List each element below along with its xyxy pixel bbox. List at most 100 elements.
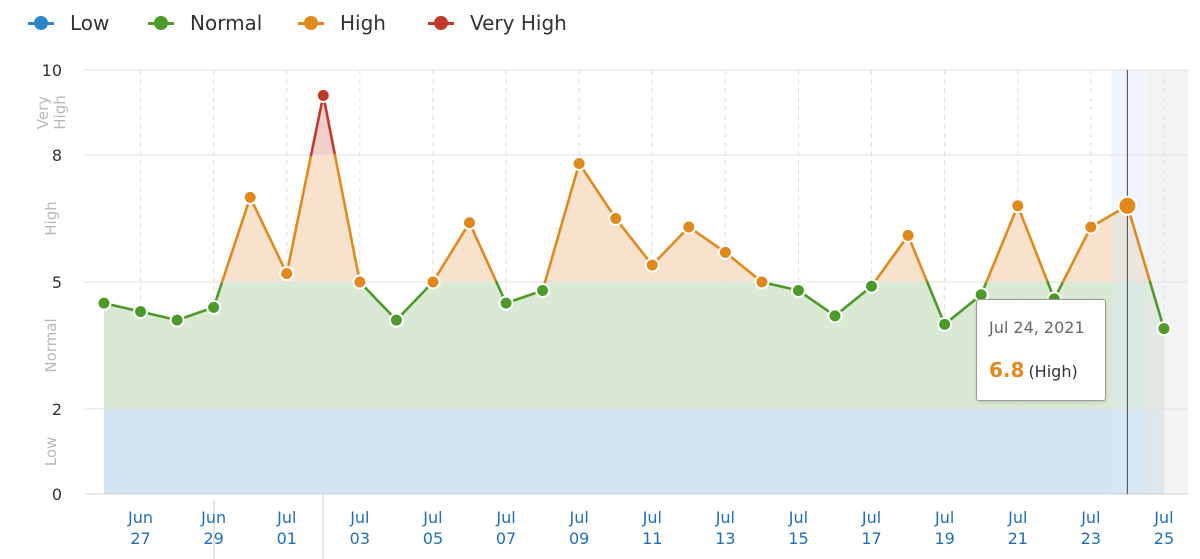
data-point bbox=[1010, 198, 1026, 214]
data-point bbox=[717, 244, 733, 260]
legend-marker bbox=[148, 16, 174, 30]
legend-label: Normal bbox=[190, 11, 263, 35]
legend: Low Normal High Very High bbox=[0, 0, 1200, 46]
data-point bbox=[644, 257, 660, 273]
legend-marker bbox=[298, 16, 324, 30]
tooltip-value: 6.8 bbox=[989, 358, 1025, 382]
series-segment bbox=[614, 217, 654, 267]
x-tick-month: Jun bbox=[127, 508, 153, 527]
data-point bbox=[864, 278, 880, 294]
series-segment bbox=[285, 153, 313, 275]
band-label-low: Low bbox=[42, 437, 60, 467]
series-segment bbox=[906, 234, 929, 284]
x-tick-day: 09 bbox=[569, 529, 589, 548]
series-segment bbox=[395, 280, 435, 322]
data-point bbox=[462, 215, 477, 231]
x-tick-month: Jul bbox=[715, 508, 735, 527]
series-segment bbox=[1061, 225, 1093, 284]
band-label-very-high: Very High bbox=[34, 95, 69, 129]
legend-item-low[interactable]: Low bbox=[28, 10, 109, 36]
tooltip-level: (High) bbox=[1028, 362, 1078, 381]
area-normal bbox=[104, 282, 1164, 409]
x-tick-month: Jul bbox=[934, 508, 954, 527]
x-tick-day: 27 bbox=[130, 529, 150, 548]
area-high bbox=[222, 155, 1151, 282]
legend-item-normal[interactable]: Normal bbox=[148, 10, 262, 36]
area-very-high bbox=[311, 95, 335, 155]
x-tick-day: 29 bbox=[203, 529, 223, 548]
x-tick-day: 07 bbox=[496, 529, 516, 548]
series-segment bbox=[833, 284, 873, 318]
data-point bbox=[133, 304, 149, 320]
legend-item-very-high[interactable]: Very High bbox=[428, 10, 567, 36]
data-point bbox=[790, 282, 806, 298]
series-segment bbox=[873, 234, 910, 284]
legend-label: Very High bbox=[470, 11, 567, 35]
legend-item-high[interactable]: High bbox=[298, 10, 386, 36]
data-point bbox=[242, 189, 258, 205]
band-label-text: High bbox=[42, 201, 60, 235]
data-point bbox=[571, 155, 587, 171]
band-label-text: Low bbox=[42, 437, 60, 467]
series-segment bbox=[321, 94, 337, 157]
series-segment bbox=[309, 94, 325, 157]
data-point bbox=[388, 312, 404, 328]
series-segment bbox=[468, 221, 498, 284]
series-segment bbox=[431, 221, 471, 284]
band-label-high: High bbox=[42, 201, 60, 235]
y-tick-label: 2 bbox=[52, 400, 62, 419]
x-tick-month: Jul bbox=[788, 508, 808, 527]
data-point bbox=[937, 316, 953, 332]
band-label-text: Very bbox=[34, 96, 52, 129]
x-tick-month: Jul bbox=[422, 508, 442, 527]
data-point bbox=[681, 219, 697, 235]
x-tick-day: 25 bbox=[1154, 529, 1174, 548]
x-tick-day: 13 bbox=[715, 529, 735, 548]
x-tick-month: Jul bbox=[642, 508, 662, 527]
y-tick-label: 8 bbox=[52, 146, 62, 165]
x-tick-month: Jul bbox=[1153, 508, 1173, 527]
tooltip-value-row: 6.8 (High) bbox=[989, 358, 1078, 382]
series-segment bbox=[543, 162, 581, 284]
data-point bbox=[827, 308, 843, 324]
x-tick-month: Jul bbox=[276, 508, 296, 527]
x-tick-month: Jul bbox=[1080, 508, 1100, 527]
x-tick-day: 03 bbox=[350, 529, 370, 548]
y-tick-label: 10 bbox=[42, 61, 62, 80]
series-segment bbox=[248, 196, 289, 275]
series-segment bbox=[1016, 204, 1049, 284]
x-tick-day: 11 bbox=[642, 529, 662, 548]
data-point bbox=[206, 299, 222, 315]
data-point bbox=[169, 312, 185, 328]
data-point bbox=[279, 266, 295, 282]
x-tick-month: Jul bbox=[861, 508, 881, 527]
data-point bbox=[754, 274, 770, 290]
x-tick-month: Jun bbox=[200, 508, 226, 527]
series-segment bbox=[1126, 204, 1152, 284]
x-tick-month: Jul bbox=[1007, 508, 1027, 527]
legend-label: Low bbox=[70, 11, 110, 35]
legend-marker bbox=[28, 16, 54, 30]
series-segment bbox=[925, 280, 946, 326]
series-segment bbox=[985, 204, 1020, 284]
data-point bbox=[315, 88, 331, 103]
data-point bbox=[1083, 219, 1099, 235]
data-point bbox=[352, 274, 368, 290]
data-point bbox=[535, 282, 551, 298]
x-tick-day: 17 bbox=[861, 529, 881, 548]
tooltip: Jul 24, 2021 6.8 (High) bbox=[976, 299, 1106, 401]
series-segment bbox=[650, 225, 691, 267]
legend-marker bbox=[428, 16, 454, 30]
data-point bbox=[608, 211, 624, 226]
x-tick-day: 19 bbox=[934, 529, 954, 548]
data-point bbox=[900, 227, 916, 243]
x-tick-month: Jul bbox=[568, 508, 588, 527]
data-point bbox=[498, 295, 514, 311]
band-label-text: High bbox=[51, 95, 69, 129]
data-point bbox=[96, 295, 112, 311]
series-segment bbox=[333, 153, 362, 284]
x-tick-day: 05 bbox=[423, 529, 443, 548]
series-segment bbox=[220, 196, 252, 284]
x-tick-month: Jul bbox=[495, 508, 515, 527]
